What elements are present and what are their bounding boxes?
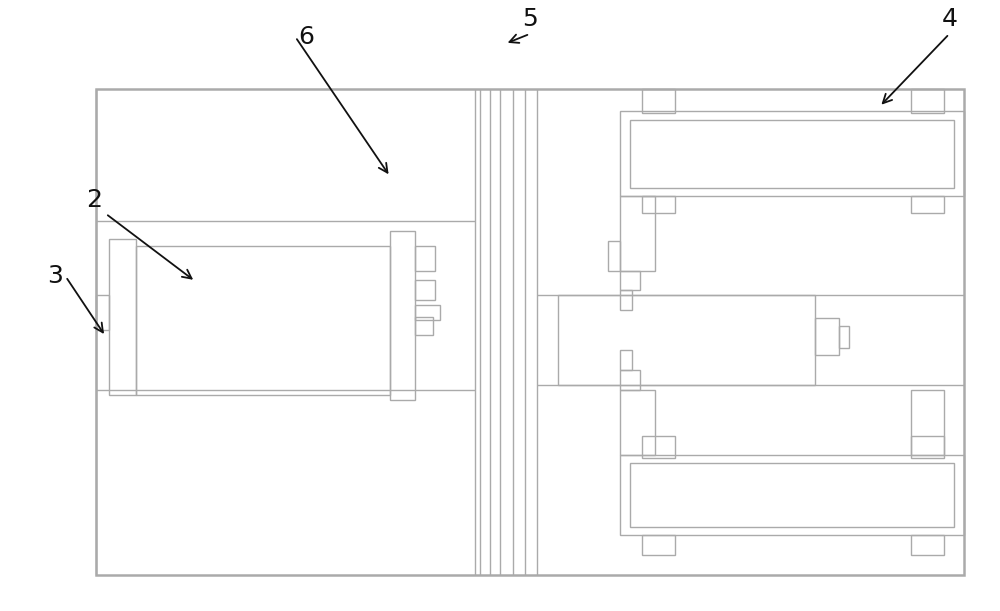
Text: 6: 6 (298, 25, 314, 49)
Bar (642, 89, 675, 113)
Bar (136, 246, 390, 395)
Bar (620, 196, 655, 271)
Bar (390, 230, 415, 400)
Bar (620, 350, 632, 370)
Bar (911, 390, 944, 455)
Bar (911, 535, 944, 555)
Bar (630, 120, 954, 188)
Text: 3: 3 (47, 265, 63, 288)
Bar (642, 535, 675, 555)
Bar (415, 306, 440, 320)
Bar (620, 271, 640, 290)
Bar (558, 296, 815, 386)
Bar (911, 89, 944, 113)
Bar (96, 296, 109, 331)
Text: 2: 2 (87, 188, 103, 211)
Bar (642, 436, 675, 458)
Bar (911, 436, 944, 458)
Bar (911, 196, 944, 213)
Bar (96, 89, 964, 575)
Text: 4: 4 (941, 7, 957, 31)
Bar (620, 111, 964, 196)
Bar (415, 280, 435, 301)
Bar (642, 196, 675, 213)
Bar (620, 455, 964, 535)
Bar (109, 238, 136, 395)
Bar (839, 326, 849, 348)
Bar (620, 390, 655, 455)
Bar (608, 241, 620, 271)
Bar (815, 318, 839, 356)
Bar (620, 290, 632, 310)
Bar (620, 370, 640, 390)
Bar (630, 463, 954, 527)
Bar (415, 246, 435, 271)
Bar (415, 318, 433, 335)
Text: 5: 5 (522, 7, 538, 31)
